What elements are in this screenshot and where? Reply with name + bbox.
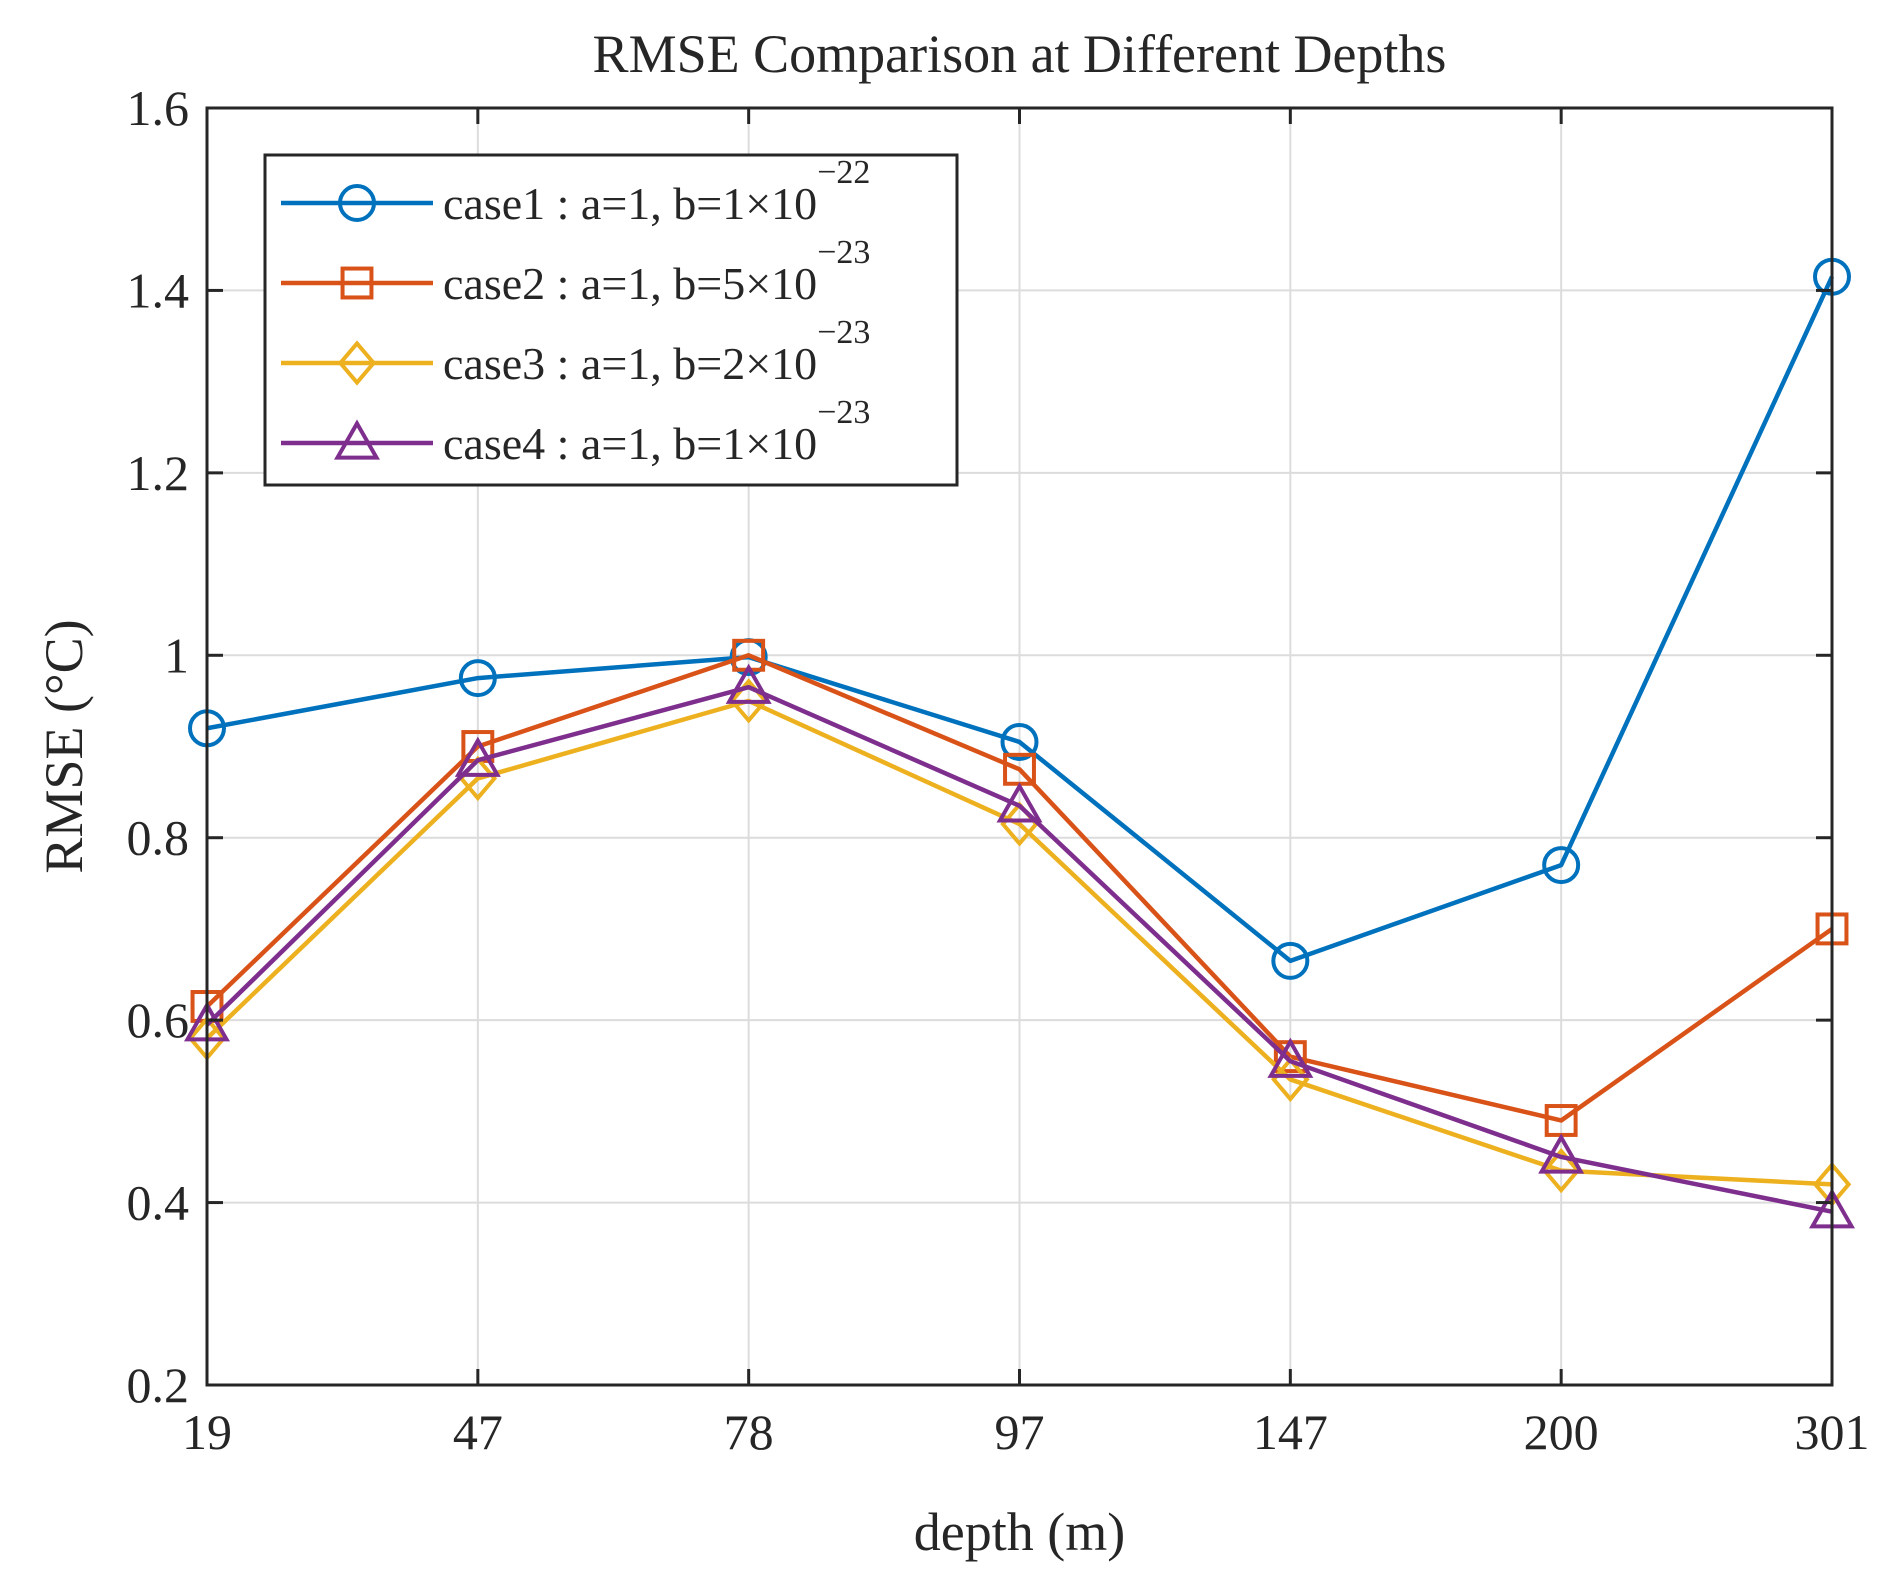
circle-marker: [1542, 846, 1581, 885]
x-tick-label: 301: [1795, 1404, 1870, 1460]
series-line: [206, 275, 1835, 964]
ticks-layer: 0.2 0.4 0.6 0.8 1 1.2 1.4 1.6 19 47 78 97 147 200 301: [127, 80, 1870, 1460]
circle-marker: [1271, 941, 1310, 980]
triangle-marker: [996, 782, 1043, 823]
legend-exponent: −23: [817, 314, 870, 351]
y-tick-label: 0.2: [127, 1357, 190, 1413]
triangle-marker: [334, 419, 380, 460]
legend-box: [263, 153, 959, 487]
y-tick-label: 1: [164, 627, 189, 683]
series-4: [184, 663, 1855, 1229]
triangle-marker: [1267, 1037, 1314, 1078]
x-tick-label: 78: [724, 1404, 774, 1460]
x-axis-label: depth (m): [914, 1502, 1125, 1562]
triangle-marker: [725, 663, 772, 704]
y-tick-label: 0.6: [127, 992, 190, 1048]
legend-exponent: −22: [817, 154, 870, 191]
legend-exponent: −23: [817, 234, 870, 271]
x-tick-label: 47: [453, 1404, 503, 1460]
circle-marker: [1000, 722, 1039, 761]
triangle-marker: [454, 736, 501, 777]
series-layer: [184, 257, 1855, 1229]
x-tick-label: 147: [1253, 1404, 1328, 1460]
y-tick-label: 1.2: [127, 445, 190, 501]
chart-title: RMSE Comparison at Different Depths: [593, 24, 1447, 84]
triangle-marker: [1538, 1133, 1585, 1174]
x-tick-label: 97: [995, 1404, 1045, 1460]
square-marker: [340, 266, 374, 300]
series-line: [205, 684, 1833, 1214]
series-line: [205, 653, 1834, 1123]
x-tick-label: 200: [1524, 1404, 1599, 1460]
y-tick-label: 0.8: [127, 810, 190, 866]
x-tick-label: 19: [182, 1404, 232, 1460]
y-axis-label: RMSE (°C): [34, 619, 94, 873]
circle-marker: [338, 184, 376, 222]
diamond-marker: [1541, 1148, 1581, 1194]
y-tick-label: 0.4: [127, 1175, 190, 1231]
legend-exponent: −23: [817, 394, 870, 431]
y-tick-label: 1.4: [127, 262, 190, 318]
diamond-marker: [337, 340, 377, 386]
y-tick-label: 1.6: [127, 80, 190, 136]
circle-marker: [458, 659, 497, 698]
diamond-marker: [1271, 1056, 1310, 1103]
